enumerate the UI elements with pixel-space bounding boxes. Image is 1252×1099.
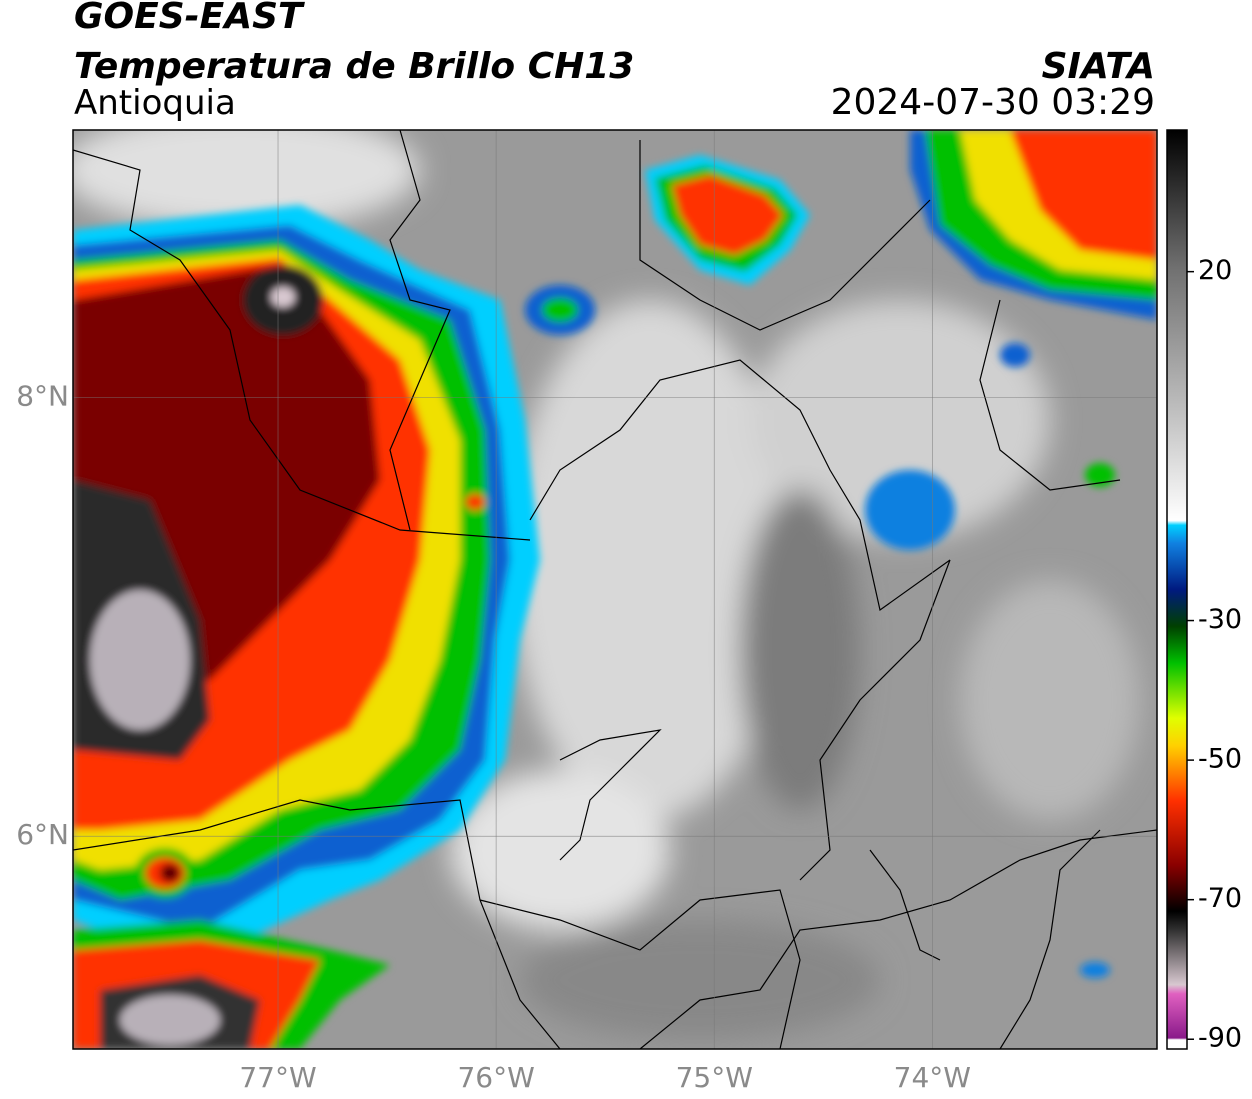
y-tick-label: 6°N [16,818,69,851]
colorbar-label: -50 [1198,744,1242,775]
colorbar-label: 20 [1198,255,1232,286]
x-tick-label: 75°W [676,1061,753,1094]
map-frame [72,129,1158,1050]
x-tick-label: 74°W [894,1061,971,1094]
title: GOES-EAST [74,0,305,37]
colorbar-label: -90 [1198,1023,1242,1054]
source: SIATA [1042,46,1155,87]
x-tick-label: 77°W [239,1061,316,1094]
region: Antioquia [74,83,236,123]
x-tick-label: 76°W [457,1061,534,1094]
datetime: 2024-07-30 03:29 [831,82,1155,123]
y-tick-label: 8°N [16,380,69,413]
colorbar-label: -30 [1198,604,1242,635]
colorbar [1166,129,1188,1050]
subtitle: Temperatura de Brillo CH13 [74,46,634,87]
colorbar-label: -70 [1198,883,1242,914]
satellite-image [73,130,1157,1049]
